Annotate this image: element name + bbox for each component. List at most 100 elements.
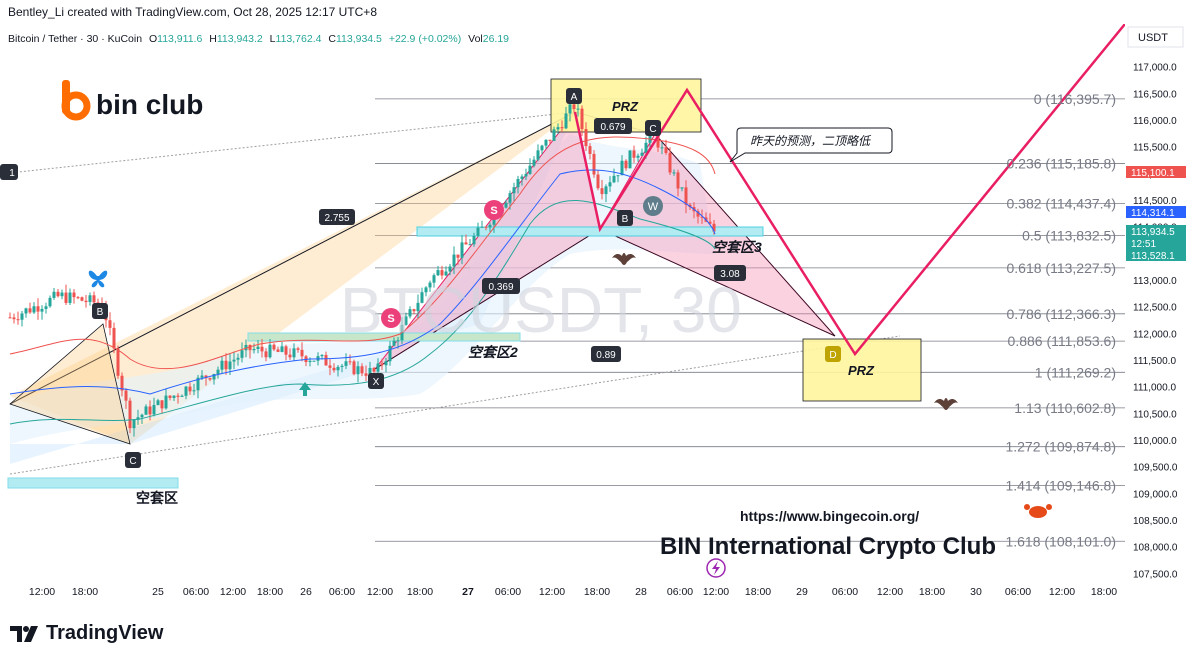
candle-body [28, 308, 32, 313]
candle-body [316, 356, 320, 361]
time-tick: 18:00 [745, 586, 771, 598]
currency-label: USDT [1138, 32, 1168, 44]
time-tick: 12:00 [367, 586, 393, 598]
time-tick: 18:00 [257, 586, 283, 598]
candle-body [468, 244, 472, 246]
point-c-left-label: C [129, 456, 136, 467]
svg-text:Bitcoin / Tether · 30 · KuCoin: Bitcoin / Tether · 30 · KuCoin O113,911.… [8, 33, 509, 45]
candle-body [636, 155, 640, 158]
bat-icon [934, 398, 958, 410]
time-axis[interactable]: 12:00 18:00 25 06:00 12:00 18:00 26 06:00 12:00 1… [29, 586, 1117, 598]
candle-body [324, 354, 328, 366]
candle-body [244, 344, 248, 351]
candle-body [356, 366, 360, 375]
brand-name: bin club [96, 89, 203, 120]
price-tick: 111,500.0 [1133, 356, 1176, 367]
price-axis[interactable]: 117,500.0117,000.0116,500.0116,000.0115,… [1125, 24, 1200, 584]
candle-body [204, 375, 208, 379]
chart-svg[interactable]: BTCUSDT, 30 0 (116,395.7) 0.236 (115,185.… [0, 23, 1200, 612]
price-badge [1126, 166, 1186, 178]
candle-body [416, 302, 420, 312]
ratio-0369: 0.369 [488, 282, 513, 293]
candle-body [612, 175, 616, 183]
footer: TradingView [0, 612, 1200, 657]
candle-body [124, 390, 128, 401]
time-tick: 25 [152, 586, 164, 598]
point-labels: A B C X B C D W S S 1 [0, 88, 841, 468]
time-tick: 18:00 [407, 586, 433, 598]
candle-body [252, 348, 256, 351]
point-b-left-label: B [97, 307, 104, 318]
price-tick: 114,500.0 [1133, 196, 1177, 207]
candle-body [516, 178, 520, 188]
ma-blue [9, 169, 716, 395]
crab-icon [1024, 504, 1052, 518]
price-badge-text: 12:51 [1131, 239, 1156, 250]
candle-body [668, 152, 672, 173]
trend-upper [9, 111, 576, 405]
candle-body [24, 308, 28, 314]
lightning-icon[interactable] [706, 558, 726, 578]
candle-body [580, 108, 584, 130]
candle-body [176, 395, 180, 397]
candle-body [392, 340, 396, 346]
candle-body [660, 147, 664, 149]
price-badge-text: 114,314.1 [1131, 208, 1175, 219]
candle-body [256, 346, 260, 349]
prz-box-bottom[interactable] [802, 338, 922, 402]
candle-body [532, 159, 536, 166]
candle-body [188, 386, 192, 392]
candle-body [624, 160, 628, 169]
fib-label: 1.414 (109,146.8) [1005, 478, 1116, 494]
candle-body [448, 266, 452, 272]
chart-area[interactable]: BTCUSDT, 30 0 (116,395.7) 0.236 (115,185.… [0, 23, 1200, 612]
candle-body [360, 366, 364, 374]
note-bubble[interactable]: 昨天的预测，二顶略低 [729, 127, 893, 163]
candle-body [152, 405, 156, 415]
candle-body [436, 270, 440, 276]
candle-body [404, 316, 408, 325]
left-edge-label: 1 [9, 168, 15, 179]
candle-body [584, 129, 588, 147]
price-tick: 112,000.0 [1133, 329, 1177, 340]
time-tick: 12:00 [1049, 586, 1075, 598]
short-zone-1[interactable] [7, 477, 179, 489]
candle-body [328, 365, 332, 368]
candle-body [48, 297, 52, 307]
candle-body [656, 134, 660, 148]
time-tick: 06:00 [667, 586, 693, 598]
forecast-zigzag [573, 23, 1126, 357]
candle-body [556, 127, 560, 130]
candle-body [464, 242, 468, 245]
candle-body [212, 373, 216, 380]
candle-body [192, 390, 196, 392]
candle-body [672, 172, 676, 174]
candle-body [148, 406, 152, 415]
ma-red [9, 136, 716, 370]
harmonic-bd [599, 228, 836, 337]
candle-body [456, 254, 460, 258]
time-tick: 06:00 [495, 586, 521, 598]
candle-body [644, 142, 648, 153]
bin-club-logo: bin club [61, 80, 203, 121]
candle-body [700, 216, 704, 218]
time-tick: 27 [462, 586, 474, 598]
candle-body [128, 400, 132, 429]
price-badge [1126, 237, 1186, 249]
candle-body [376, 363, 380, 372]
short-zone-3[interactable] [416, 226, 764, 237]
time-tick: 18:00 [919, 586, 945, 598]
price-badge-text: 113,528.1 [1131, 251, 1175, 262]
bat-icon [612, 253, 636, 265]
point-s1-label: S [490, 205, 497, 217]
candle-body [388, 345, 392, 362]
candle-body [344, 361, 348, 366]
candle-body [420, 292, 424, 303]
candle-body [264, 351, 268, 358]
price-badge [1126, 249, 1186, 261]
candle-body [84, 300, 88, 303]
orange-channel [10, 112, 575, 444]
short-zone-2[interactable] [247, 332, 521, 342]
candle-body [604, 186, 608, 195]
legend: Bitcoin / Tether · 30 · KuCoin O113,911.… [8, 33, 509, 45]
